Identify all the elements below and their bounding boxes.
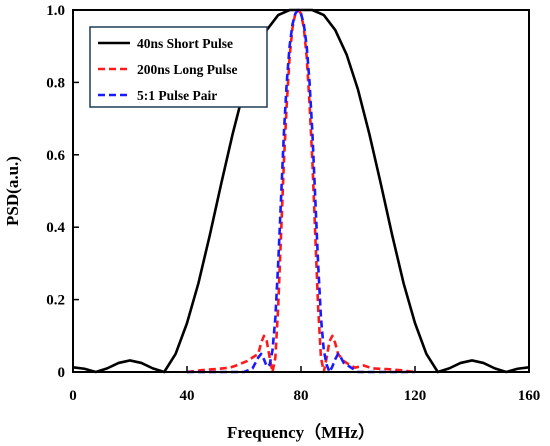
- y-tick-label: 1.0: [46, 3, 65, 19]
- legend-label-3: 5:1 Pulse Pair: [137, 88, 217, 103]
- legend-entries: 40ns Short Pulse 200ns Long Pulse 5:1 Puls…: [98, 36, 238, 103]
- y-tick-label: 0.4: [46, 220, 65, 236]
- x-tick-label: 0: [69, 388, 77, 404]
- x-tick-label: 120: [404, 388, 427, 404]
- y-tick-label: 0.8: [46, 75, 65, 91]
- y-tick-label: 0: [58, 365, 66, 381]
- ticks-layer: 0 40 80 120 160 0 0.2 0.4 0.6 0.8 1.0: [46, 3, 540, 404]
- y-tick-label: 0.6: [46, 148, 65, 164]
- legend-label-2: 200ns Long Pulse: [137, 62, 238, 77]
- legend-label-1: 40ns Short Pulse: [137, 36, 233, 51]
- x-tick-label: 80: [294, 388, 309, 404]
- x-tick-label: 160: [518, 388, 541, 404]
- legend: 40ns Short Pulse 200ns Long Pulse 5:1 Puls…: [89, 26, 268, 108]
- series-line-3: [187, 8, 415, 374]
- x-tick-label: 40: [180, 388, 195, 404]
- y-axis-label: PSD(a.u.): [3, 156, 22, 226]
- legend-box: [89, 26, 268, 108]
- y-tick-label: 0.2: [46, 293, 65, 309]
- x-axis-label: Frequency（MHz）: [227, 422, 375, 442]
